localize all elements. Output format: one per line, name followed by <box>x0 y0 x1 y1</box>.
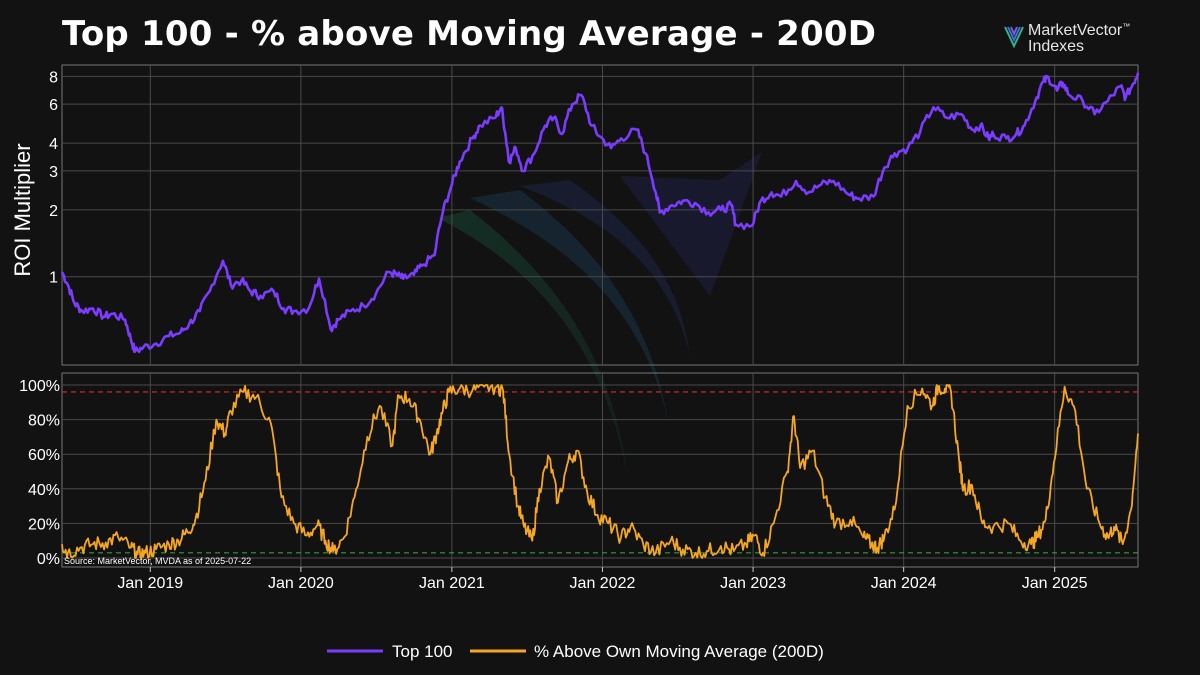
pct-above-ma-line <box>61 384 1139 559</box>
bottom-panel-frame <box>61 372 1139 568</box>
bottom-y-tick-label: 60% <box>28 447 60 464</box>
x-tick-labels: Jan 2019 Jan 2020 Jan 2021 Jan 2022 Jan 2023… <box>117 567 1088 592</box>
bottom-y-tick-label: 0% <box>37 551 60 568</box>
marketvector-logo: MarketVector™ Indexes <box>1004 22 1194 62</box>
top100-series <box>60 72 1140 354</box>
x-tick-label: Jan 2022 <box>570 575 636 592</box>
bottom-y-tick-labels: 0% 20% 40% 60% 80% 100% <box>19 378 60 568</box>
x-tick-label: Jan 2024 <box>871 575 937 592</box>
x-tick-label: Jan 2020 <box>268 575 334 592</box>
top100-line <box>60 72 1140 354</box>
reference-lines <box>62 391 1138 554</box>
marketvector-logo-icon <box>1004 26 1024 49</box>
legend-label-top100: Top 100 <box>392 642 453 661</box>
x-tick-label: Jan 2023 <box>720 575 786 592</box>
legend: Top 100 % Above Own Moving Average (200D… <box>327 642 824 661</box>
top-y-tick-label: 1 <box>49 270 58 287</box>
top-panel-frame <box>61 64 1139 366</box>
x-tick-label: Jan 2021 <box>419 575 485 592</box>
watermark-logo <box>438 152 762 478</box>
x-tick-label: Jan 2025 <box>1022 575 1088 592</box>
top-y-tick-label: 6 <box>49 97 58 114</box>
top-y-tick-label: 8 <box>49 69 58 86</box>
chart-title: Top 100 - % above Moving Average - 200D <box>62 14 877 54</box>
top-y-tick-label: 4 <box>49 136 58 153</box>
bottom-y-tick-label: 20% <box>28 516 60 533</box>
bottom-y-tick-label: 100% <box>19 378 60 395</box>
top-y-tick-label: 3 <box>49 164 58 181</box>
logo-text-line2: Indexes <box>1028 38 1085 55</box>
top-gridlines <box>62 65 1138 365</box>
top-y-tick-label: 2 <box>49 203 58 220</box>
y-axis-label: ROI Multiplier <box>10 143 35 276</box>
logo-text-line1: MarketVector™ <box>1028 22 1131 39</box>
legend-label-pct: % Above Own Moving Average (200D) <box>534 642 824 661</box>
bottom-y-tick-label: 80% <box>28 413 60 430</box>
bottom-gridlines <box>62 373 1138 567</box>
source-annotation: Source: MarketVector, MVDA as of 2025-07… <box>64 556 251 566</box>
x-tick-label: Jan 2019 <box>117 575 183 592</box>
top-y-tick-labels: 1 2 3 4 6 8 <box>49 69 58 286</box>
bottom-y-tick-label: 40% <box>28 482 60 499</box>
pct-above-ma-series <box>61 384 1139 559</box>
